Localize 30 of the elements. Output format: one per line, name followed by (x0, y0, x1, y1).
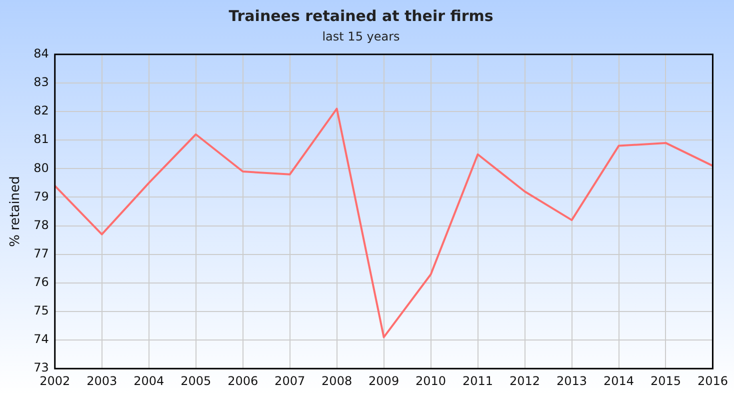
y-tick-label: 76 (34, 275, 49, 290)
y-tick-label: 83 (34, 75, 49, 90)
y-tick-label: 74 (34, 332, 49, 346)
chart-title: Trainees retained at their firms (228, 6, 494, 25)
x-tick-label: 2009 (368, 374, 400, 388)
x-tick-label: 2005 (180, 374, 212, 388)
y-tick-label: 77 (34, 246, 49, 260)
y-tick-label: 82 (34, 104, 49, 118)
x-tick-label: 2014 (603, 374, 634, 388)
chart-subtitle: last 15 years (322, 29, 400, 44)
y-tick-label: 80 (34, 160, 49, 175)
x-tick-label: 2012 (509, 374, 540, 388)
x-tick-label: 2003 (86, 374, 118, 388)
x-tick-label: 2015 (650, 374, 682, 388)
y-tick-label: 84 (34, 46, 49, 61)
y-tick-label: 75 (34, 304, 49, 318)
x-tick-label: 2004 (134, 374, 164, 388)
y-tick-label: 73 (34, 360, 49, 375)
x-tick-label: 2006 (228, 374, 258, 388)
x-tick-label: 2011 (462, 374, 494, 388)
y-tick-label: 79 (34, 189, 49, 204)
x-tick-label: 2016 (697, 374, 728, 388)
y-axis-title: % retained (8, 176, 24, 247)
x-tick-label: 2002 (40, 374, 70, 388)
x-tick-label: 2013 (556, 374, 588, 388)
x-tick-label: 2008 (322, 374, 352, 388)
y-tick-label: 78 (34, 218, 49, 232)
y-tick-label: 81 (34, 132, 49, 146)
x-tick-label: 2007 (274, 374, 306, 388)
x-tick-label: 2010 (416, 374, 446, 388)
